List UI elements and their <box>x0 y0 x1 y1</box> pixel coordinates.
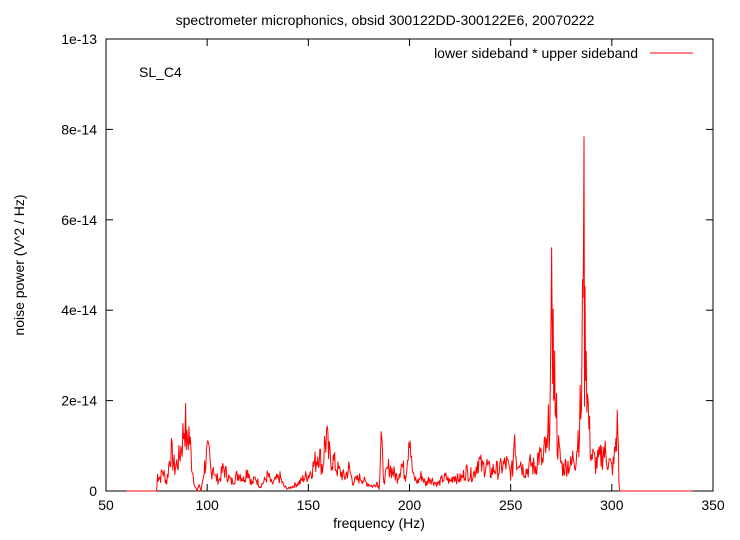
x-tick-label: 200 <box>398 497 422 513</box>
y-tick-label: 1e-13 <box>61 31 97 47</box>
y-tick-label: 4e-14 <box>61 302 97 318</box>
plot-area-border <box>105 38 714 492</box>
series-line-0 <box>126 136 693 492</box>
plot-frame <box>105 38 714 492</box>
y-tick-label: 6e-14 <box>61 212 97 228</box>
chart-title: spectrometer microphonics, obsid 300122D… <box>176 12 595 28</box>
series-layer <box>126 136 693 492</box>
y-tick-label: 8e-14 <box>61 121 97 137</box>
y-axis-label: noise power (V^2 / Hz) <box>11 194 27 335</box>
x-tick-label: 300 <box>600 497 624 513</box>
x-axis: 50 100 150 200 250 300 350 <box>98 39 725 513</box>
y-tick-label: 2e-14 <box>61 393 97 409</box>
x-tick-label: 100 <box>195 497 219 513</box>
x-tick-label: 250 <box>499 497 523 513</box>
legend: lower sideband * upper sideband <box>434 45 693 61</box>
x-axis-label: frequency (Hz) <box>333 515 425 531</box>
legend-label: lower sideband * upper sideband <box>434 45 638 61</box>
y-tick-label: 0 <box>89 483 97 499</box>
x-tick-label: 350 <box>701 497 725 513</box>
x-tick-label: 150 <box>297 497 321 513</box>
annotation-sl-c4: SL_C4 <box>139 64 182 80</box>
x-tick-label: 50 <box>98 497 114 513</box>
y-axis: 0 2e-14 4e-14 6e-14 8e-14 1e-13 <box>61 31 713 499</box>
